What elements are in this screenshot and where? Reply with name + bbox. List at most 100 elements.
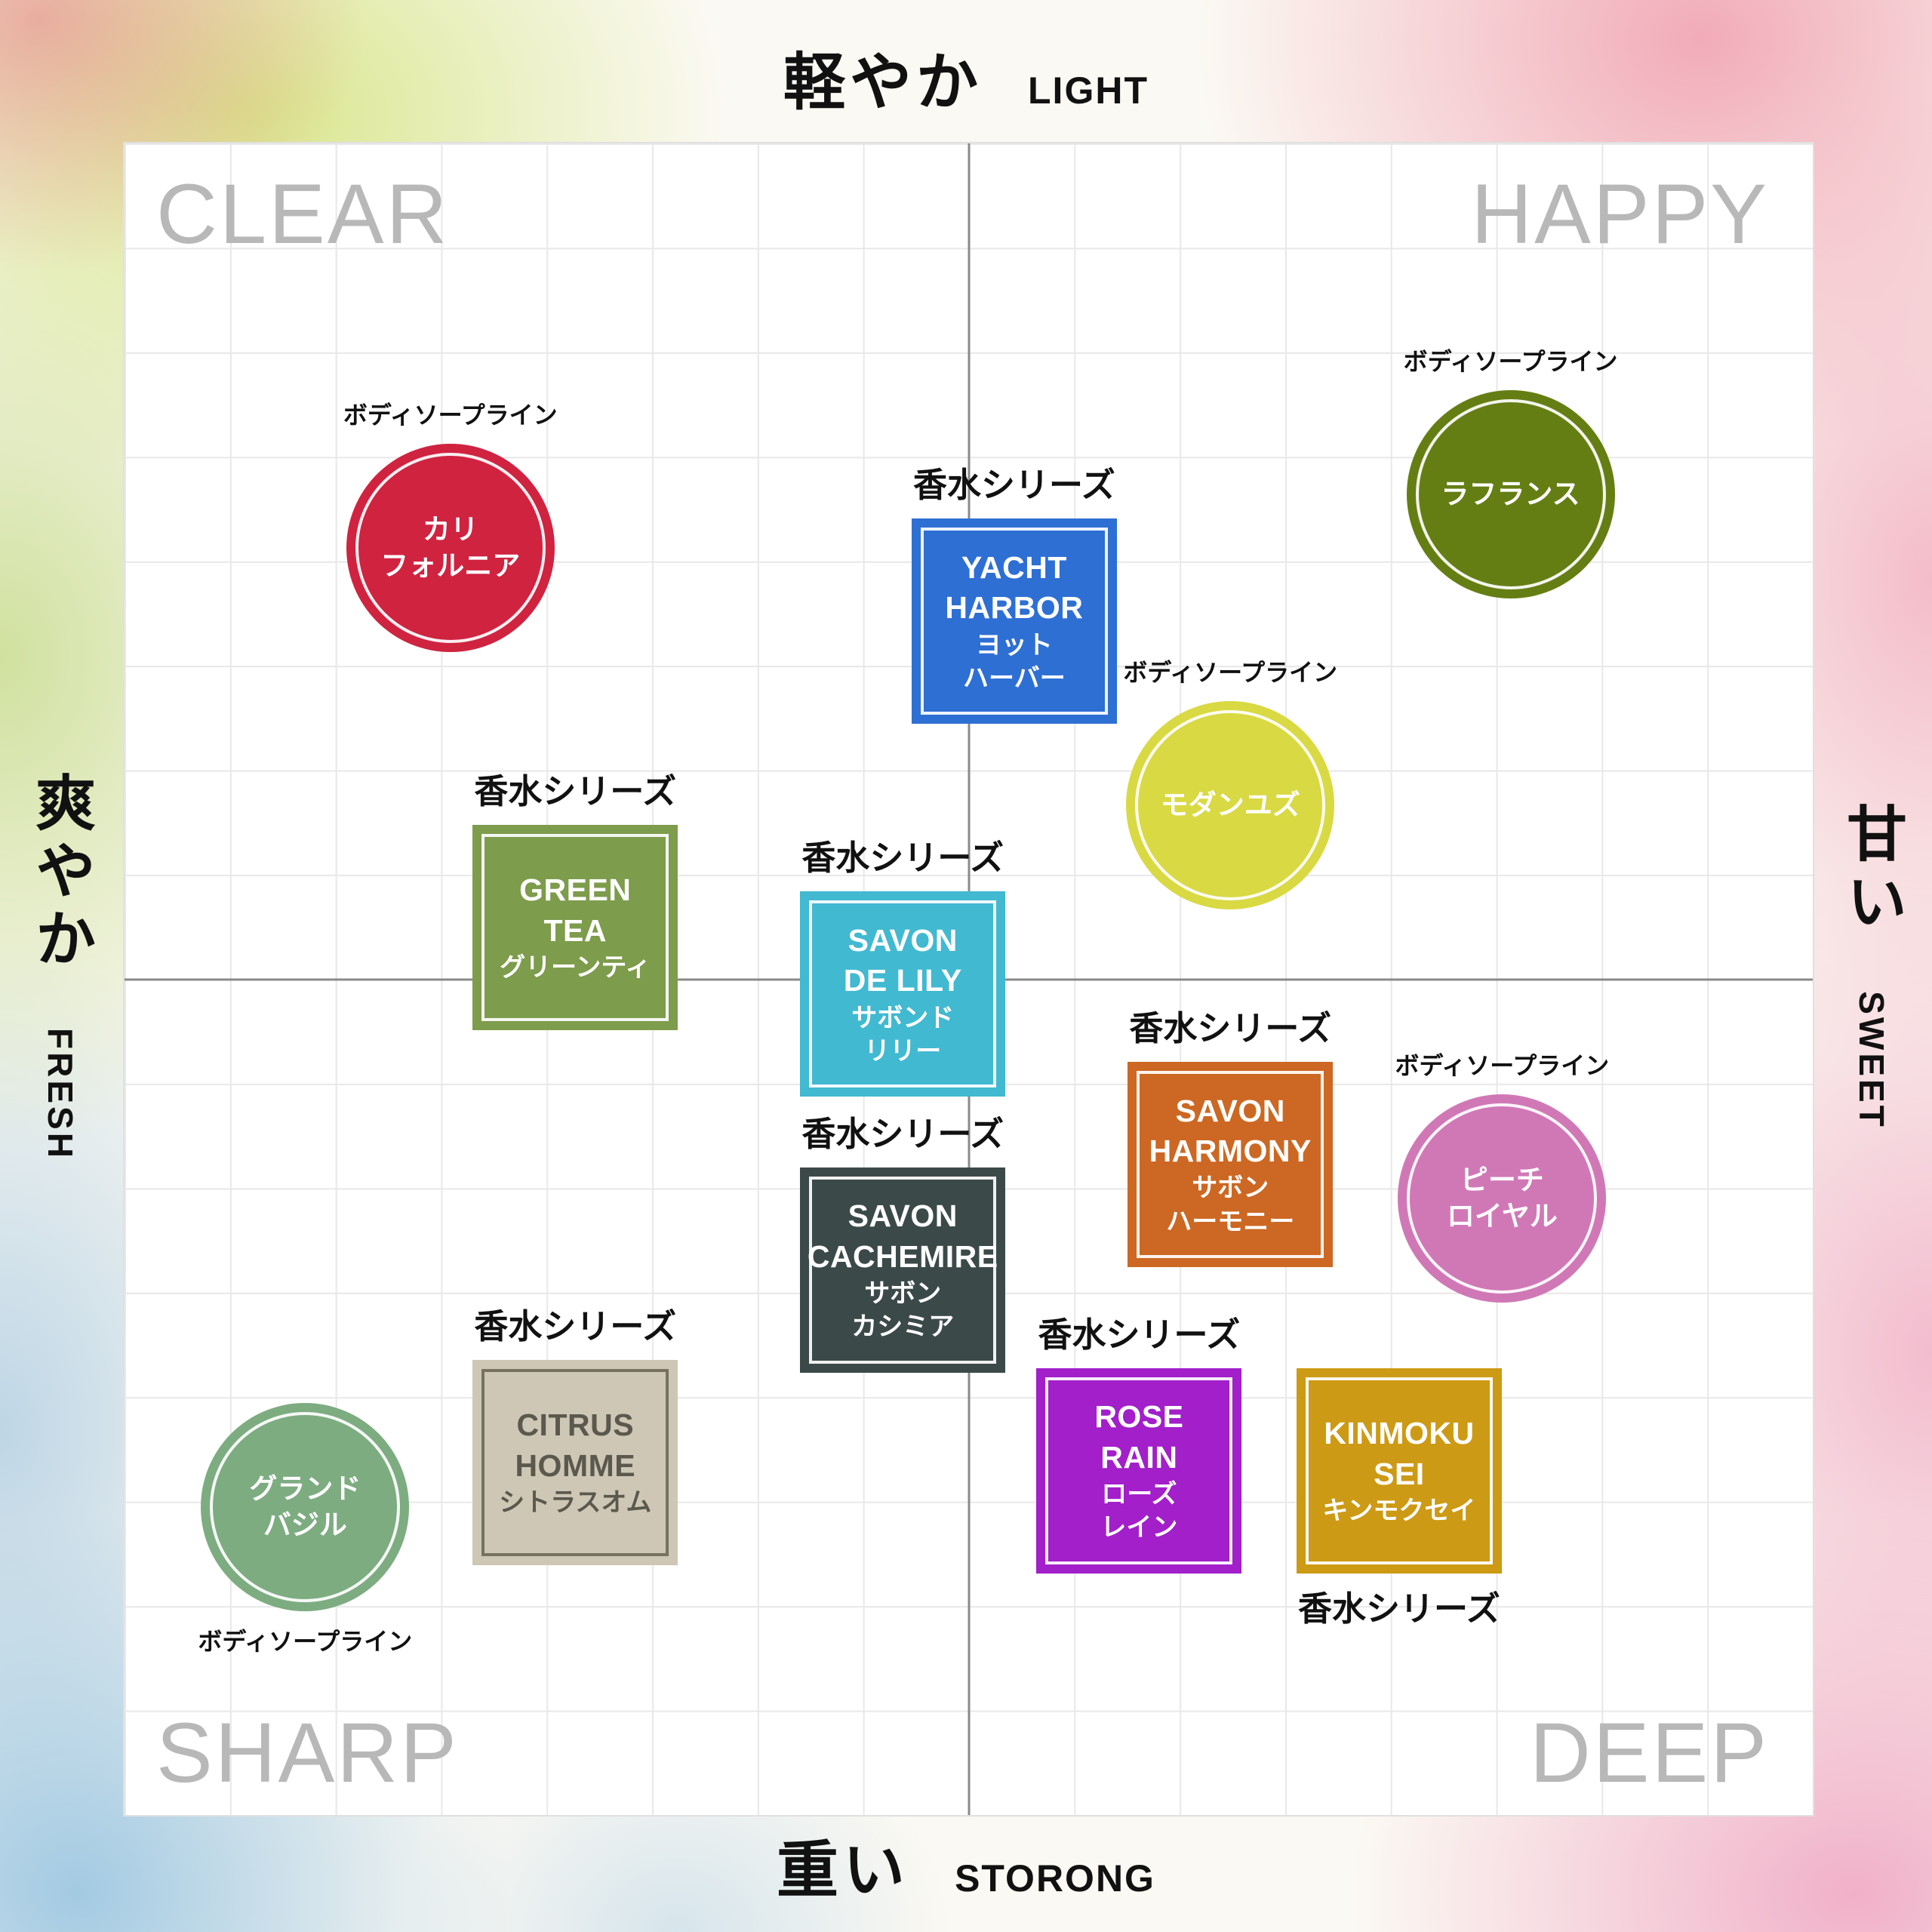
circle-marker: ラフランス	[1406, 390, 1615, 599]
axis-left: 爽やか FRESH	[17, 771, 104, 1161]
chart-item-grand-basil: グランドバジルボディソープライン	[198, 1403, 412, 1654]
circle-marker: ピーチ ロイヤル	[1398, 1094, 1607, 1303]
category-label-perfume: 香水シリーズ	[801, 838, 1004, 878]
marker-text-line: バジル	[263, 1509, 347, 1541]
marker-text-line: HARMONY	[1149, 1134, 1312, 1169]
marker-text-line: KINMOKU	[1324, 1416, 1475, 1451]
chart-item-savon-de-lily: SAVON DE LILY サボンドリリー 香水シリーズ	[800, 841, 1006, 1097]
square-marker: SAVON CACHEMIRE サボン カシミア	[800, 1167, 1006, 1373]
chart-item-savon-cachemire: SAVON CACHEMIRE サボン カシミア 香水シリーズ	[800, 1117, 1006, 1373]
quadrant-label-clear: CLEAR	[156, 167, 450, 261]
marker-text-line: YACHT	[961, 550, 1067, 585]
axis-right: 甘い SWEET	[1828, 802, 1915, 1130]
category-label-perfume: 香水シリーズ	[801, 1114, 1004, 1153]
square-marker: CITRUS HOMME シトラスオム	[472, 1359, 678, 1565]
marker-text-line: カシミア	[851, 1312, 955, 1342]
marker-text: SAVON HARMONY サボンハーモニー	[1149, 1091, 1312, 1238]
marker-text-line: HOMME	[515, 1447, 636, 1483]
marker-text-line: SAVON	[848, 922, 958, 958]
marker-text-line: リリー	[864, 1036, 942, 1066]
marker-text-line: ハーバー	[963, 663, 1066, 693]
axis-bottom: 重い STORONG	[0, 1820, 1932, 1909]
marker-text-line: GREEN	[519, 872, 632, 908]
square-marker: GREEN TEA グリーンティ	[472, 824, 678, 1030]
square-marker: SAVON DE LILY サボンドリリー	[800, 891, 1006, 1097]
circle-marker: モダンユズ	[1126, 701, 1335, 910]
quadrant-label-deep: DEEP	[1530, 1706, 1769, 1800]
category-label-perfume: 香水シリーズ	[474, 771, 677, 811]
marker-text: カリ フォルニア	[380, 512, 520, 584]
marker-text: GREEN TEA グリーンティ	[500, 870, 651, 984]
marker-text-line: ハーモニー	[1166, 1207, 1295, 1236]
marker-text-line: サボン	[1192, 1174, 1269, 1203]
category-label-bodysoap: ボディソープライン	[1403, 348, 1618, 376]
quadrant-label-sharp: SHARP	[156, 1706, 459, 1800]
marker-text-line: グランド	[249, 1473, 361, 1505]
axis-left-label-en: FRESH	[41, 1028, 80, 1161]
category-label-perfume: 香水シリーズ	[1298, 1589, 1500, 1628]
category-label-perfume: 香水シリーズ	[1129, 1009, 1332, 1048]
category-label-perfume: 香水シリーズ	[913, 466, 1115, 505]
marker-text-line: ROSE	[1094, 1399, 1184, 1435]
category-label-perfume: 香水シリーズ	[474, 1306, 677, 1346]
marker-text-line: サボンド	[851, 1003, 955, 1032]
category-label-bodysoap: ボディソープライン	[198, 1628, 413, 1656]
chart-item-citrus-homme: CITRUS HOMME シトラスオム 香水シリーズ	[472, 1309, 678, 1565]
axis-right-label-en: SWEET	[1852, 991, 1891, 1130]
marker-text-line: ローズ	[1101, 1479, 1177, 1509]
marker-text: YACHT HARBOR ヨット ハーバー	[945, 548, 1083, 695]
chart-item-kinmokusei: KINMOKU SEI キンモクセイ香水シリーズ	[1296, 1367, 1502, 1626]
marker-text-line: SAVON	[1175, 1093, 1285, 1128]
category-label-bodysoap: ボディソープライン	[1395, 1051, 1610, 1079]
marker-text-line: グリーンティ	[500, 953, 651, 983]
marker-text-line: サボン	[864, 1279, 942, 1309]
chart-item-modern-yuzu: モダンユズ ボディソープライン	[1123, 660, 1337, 910]
marker-text: CITRUS HOMME シトラスオム	[499, 1405, 651, 1519]
chart-item-yacht-harbor: YACHT HARBOR ヨット ハーバー 香水シリーズ	[911, 468, 1117, 724]
chart-item-savon-harmony: SAVON HARMONY サボンハーモニー 香水シリーズ	[1128, 1011, 1334, 1268]
marker-text-line: CACHEMIRE	[807, 1238, 998, 1274]
quadrant-label-happy: HAPPY	[1471, 167, 1769, 261]
axis-left-label-jp: 爽やか	[27, 771, 94, 976]
square-marker: YACHT HARBOR ヨット ハーバー	[911, 518, 1117, 724]
circle-marker: カリ フォルニア	[346, 444, 555, 653]
chart-item-peach-royal: ピーチロイヤル ボディソープライン	[1395, 1054, 1609, 1303]
quadrant-chart: CLEAR HAPPY SHARP DEEP カリ フォルニア ボディソープラインラ…	[123, 142, 1814, 1817]
marker-text-line: DE LILY	[843, 963, 962, 998]
marker-text: ROSE RAIN ローズ レイン	[1094, 1397, 1183, 1544]
items-layer: カリ フォルニア ボディソープライン ラフランス ボディソープライン YACHT HARBO…	[125, 143, 1813, 1815]
axis-right-label-jp: 甘い	[1838, 802, 1906, 939]
marker-text: ラフランス	[1441, 476, 1580, 512]
marker-text-line: カリ	[422, 513, 478, 545]
marker-text: SAVON CACHEMIRE サボン カシミア	[808, 1196, 998, 1343]
marker-text-line: レイン	[1100, 1513, 1178, 1542]
marker-text-line: CITRUS	[516, 1407, 635, 1443]
category-label-perfume: 香水シリーズ	[1038, 1315, 1241, 1354]
square-marker: KINMOKU SEI キンモクセイ	[1296, 1367, 1502, 1574]
marker-text-line: ラフランス	[1441, 478, 1580, 510]
marker-text-line: シトラスオム	[499, 1487, 652, 1517]
axis-top-label-jp: 軽やか	[783, 48, 983, 117]
axis-bottom-label-en: STORONG	[955, 1857, 1155, 1900]
axis-top: 軽やか LIGHT	[0, 32, 1932, 122]
marker-text-line: モダンユズ	[1160, 789, 1300, 821]
marker-text-line: SEI	[1374, 1456, 1425, 1491]
marker-text: モダンユズ	[1161, 787, 1300, 823]
square-marker: ROSE RAIN ローズ レイン	[1036, 1367, 1242, 1574]
marker-text-line: ピーチ	[1460, 1164, 1544, 1195]
axis-bottom-label-jp: 重い	[777, 1836, 910, 1905]
chart-item-green-tea: GREEN TEA グリーンティ 香水シリーズ	[472, 774, 678, 1030]
chart-item-california: カリ フォルニア ボディソープライン	[343, 403, 558, 653]
marker-text: KINMOKU SEI キンモクセイ	[1322, 1414, 1475, 1527]
marker-text-line: ロイヤル	[1446, 1200, 1558, 1232]
category-label-bodysoap: ボディソープライン	[1123, 659, 1338, 687]
marker-text-line: TEA	[543, 912, 607, 948]
marker-text-line: ヨット	[975, 630, 1053, 660]
axis-top-label-en: LIGHT	[1028, 69, 1149, 112]
marker-text-line: キンモクセイ	[1322, 1496, 1476, 1525]
circle-marker: グランド バジル	[201, 1403, 410, 1612]
marker-text: SAVON DE LILY サボンドリリー	[844, 921, 962, 1068]
marker-text-line: HARBOR	[945, 590, 1084, 626]
chart-item-lafrance: ラフランス ボディソープライン	[1404, 349, 1617, 599]
